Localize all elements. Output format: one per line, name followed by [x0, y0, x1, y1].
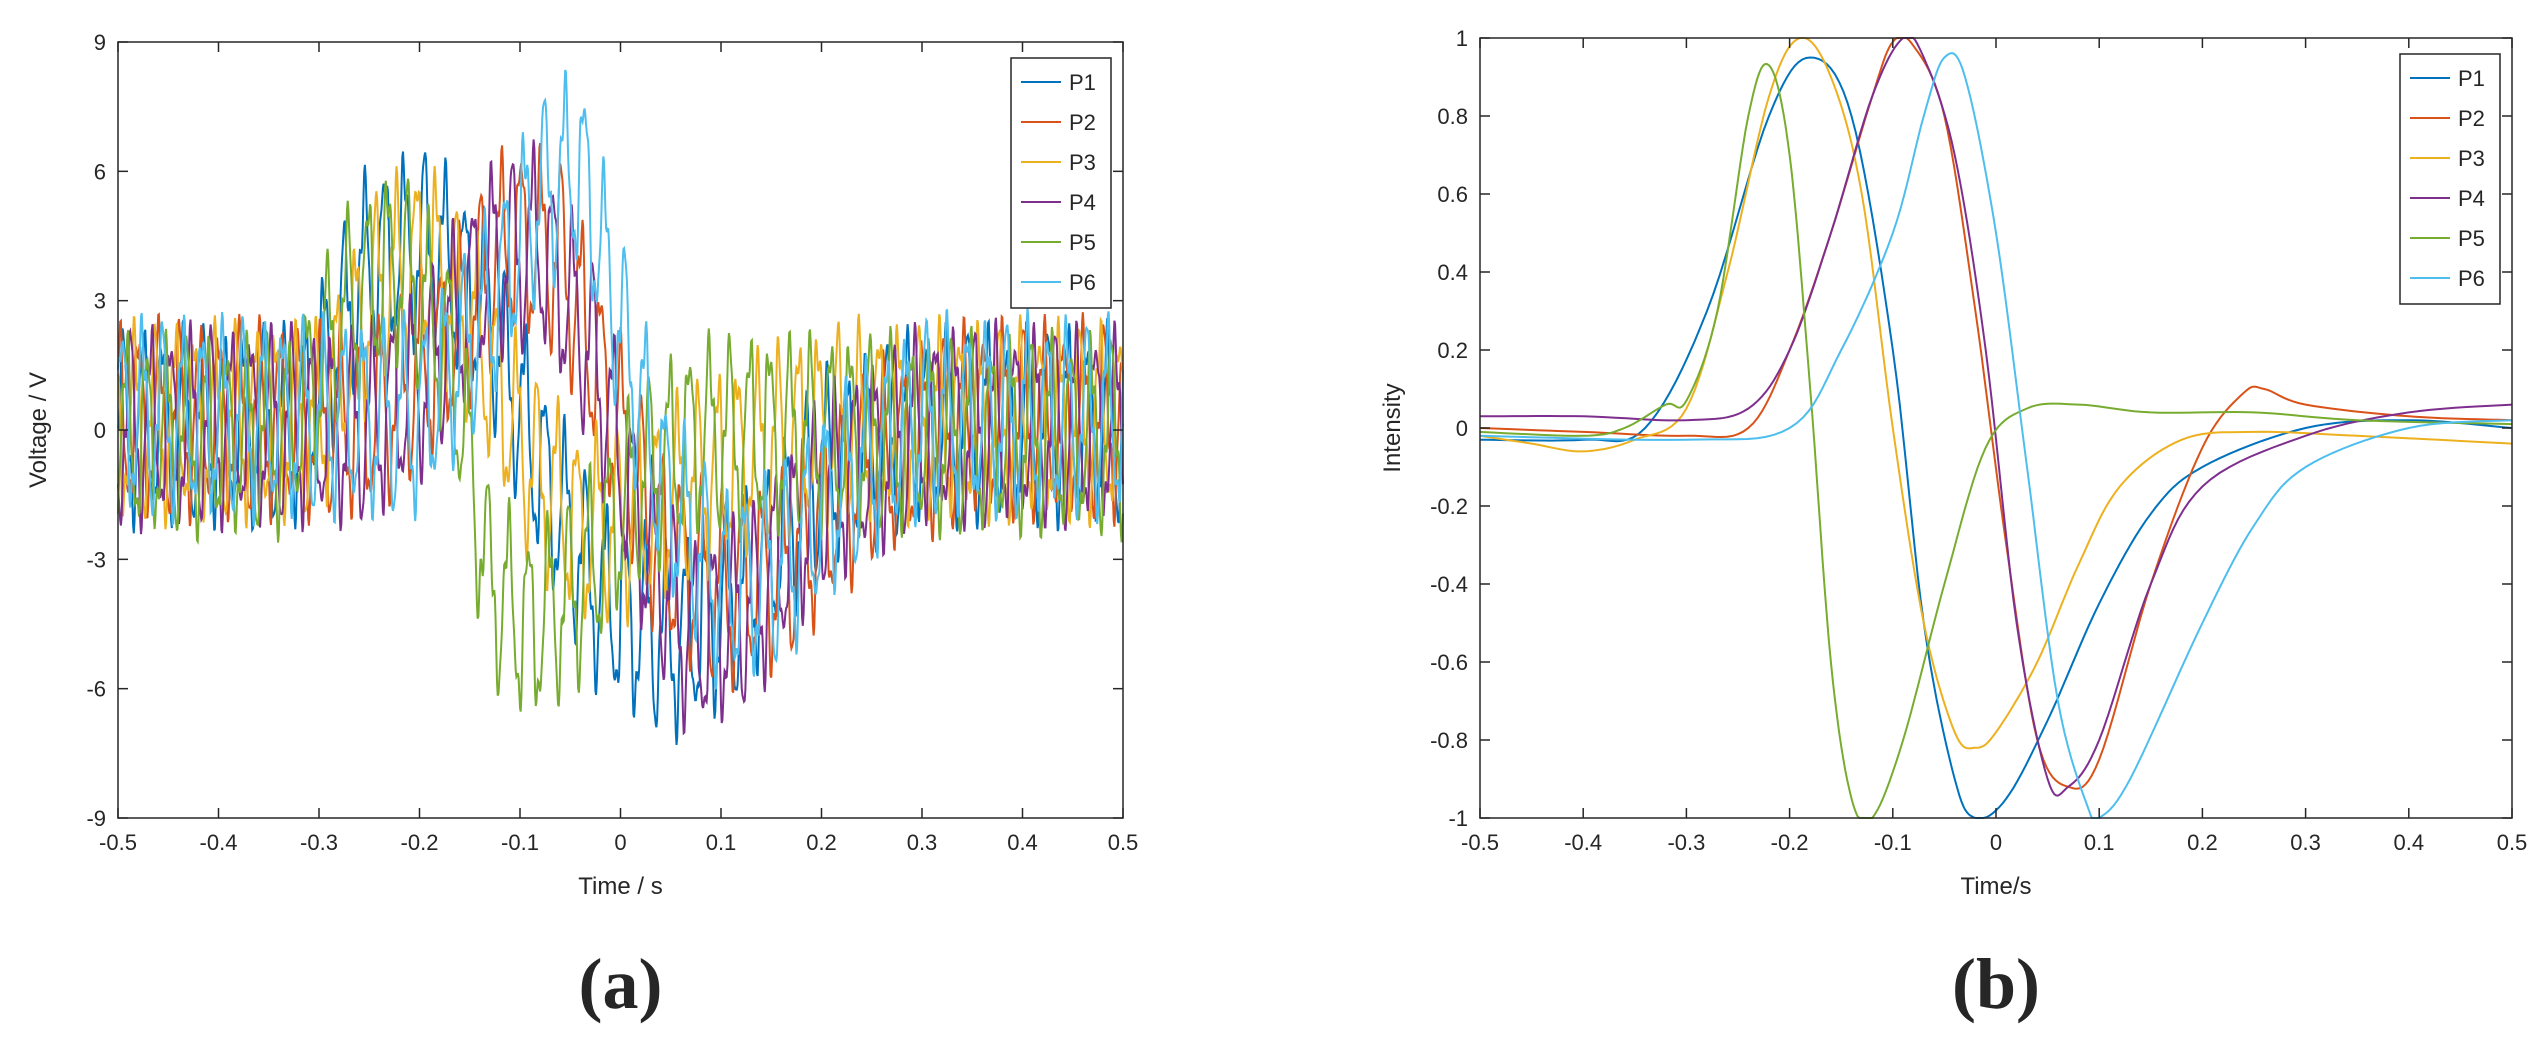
series-line-p6 [1479, 52, 2513, 819]
y-tick-label: -0.2 [1430, 494, 1468, 519]
series-line-p4 [1480, 37, 2513, 797]
chart-panel-a: -0.5 -0.4 -0.3 -0.2 -0.1 0 0.1 0.2 0.3 0.4 0.5 -9 -6… [25, 30, 1138, 1024]
x-tick-label: 0.2 [2187, 830, 2218, 855]
x-tick-label: 0 [1990, 830, 2002, 855]
x-tick-label: 0.4 [2394, 830, 2425, 855]
y-tick-label: 9 [94, 30, 106, 55]
series-group [1479, 37, 2513, 819]
legend-label-p6: P6 [1069, 270, 1096, 295]
legend-label-p3: P3 [2458, 146, 2485, 171]
x-tick-label: 0.3 [907, 830, 938, 855]
y-tick-label: 0.8 [1437, 104, 1468, 129]
x-tick-label: -0.2 [1771, 830, 1809, 855]
legend-label-p6: P6 [2458, 266, 2485, 291]
x-tick-label: -0.3 [1667, 830, 1705, 855]
x-tick-label: 0.2 [806, 830, 837, 855]
y-tick-label: 3 [94, 289, 106, 314]
x-tick-label: 0.4 [1007, 830, 1038, 855]
x-axis-label: Time/s [1960, 873, 2031, 900]
y-tick-label: -0.4 [1430, 572, 1468, 597]
y-tick-label: 1 [1456, 26, 1468, 51]
y-tick-label: 0.6 [1437, 182, 1468, 207]
legend-label-p4: P4 [2458, 186, 2485, 211]
y-tick-label: 0 [1456, 416, 1468, 441]
x-tick-label: -0.4 [1564, 830, 1602, 855]
series-line-p4 [117, 139, 1124, 736]
x-tick-label: -0.1 [501, 830, 539, 855]
y-axis-label: Intensity [1379, 383, 1406, 472]
legend-label-p5: P5 [2458, 226, 2485, 251]
legend-label-p3: P3 [1069, 150, 1096, 175]
panel-label: (a) [579, 944, 663, 1024]
series-line-p1 [1479, 56, 2513, 819]
legend-label-p2: P2 [1069, 110, 1096, 135]
legend: P1 P2 P3 P4 P5 P6 [2399, 53, 2501, 305]
series-group [117, 69, 1124, 745]
series-line-p5 [1479, 62, 2513, 819]
legend-label-p4: P4 [1069, 190, 1096, 215]
legend-label-p2: P2 [2458, 106, 2485, 131]
x-tick-label: -0.1 [1874, 830, 1912, 855]
series-line-p6 [117, 69, 1124, 690]
y-tick-label: -3 [86, 547, 106, 572]
chart-panel-b: -0.5 -0.4 -0.3 -0.2 -0.1 0 0.1 0.2 0.3 0.4 0.5 -1 -0… [1379, 26, 2527, 1024]
x-tick-label: -0.3 [300, 830, 338, 855]
legend-label-p5: P5 [1069, 230, 1096, 255]
x-tick-label: -0.4 [200, 830, 238, 855]
legend: P1 P2 P3 P4 P5 P6 [1010, 57, 1112, 309]
x-tick-label: 0.5 [2497, 830, 2528, 855]
x-tick-label: 0 [614, 830, 626, 855]
x-axis-label: Time / s [578, 873, 662, 900]
x-tick-label: -0.2 [401, 830, 439, 855]
x-tick-label: 0.3 [2290, 830, 2321, 855]
y-tick-label: 6 [94, 159, 106, 184]
x-tick-label: 0.1 [706, 830, 737, 855]
y-tick-label: -9 [86, 806, 106, 831]
x-tick-label: 0.5 [1108, 830, 1139, 855]
x-tick-label: -0.5 [1461, 830, 1499, 855]
panel-label: (b) [1952, 944, 2040, 1024]
series-line-p3 [1479, 37, 2513, 750]
y-axis-label: Voltage / V [25, 372, 52, 488]
y-tick-label: 0 [94, 418, 106, 443]
legend-label-p1: P1 [2458, 66, 2485, 91]
series-line-p2 [1479, 37, 2513, 790]
x-tick-label: 0.1 [2084, 830, 2115, 855]
y-tick-label: -1 [1448, 806, 1468, 831]
x-tick-label: -0.5 [99, 830, 137, 855]
y-tick-label: 0.4 [1437, 260, 1468, 285]
y-tick-label: 0.2 [1437, 338, 1468, 363]
y-tick-label: -0.8 [1430, 728, 1468, 753]
legend-box [1010, 57, 1112, 309]
legend-box [2399, 53, 2501, 305]
y-tick-label: -0.6 [1430, 650, 1468, 675]
y-tick-label: -6 [86, 677, 106, 702]
legend-label-p1: P1 [1069, 70, 1096, 95]
plot-area-frame [1479, 37, 2513, 819]
